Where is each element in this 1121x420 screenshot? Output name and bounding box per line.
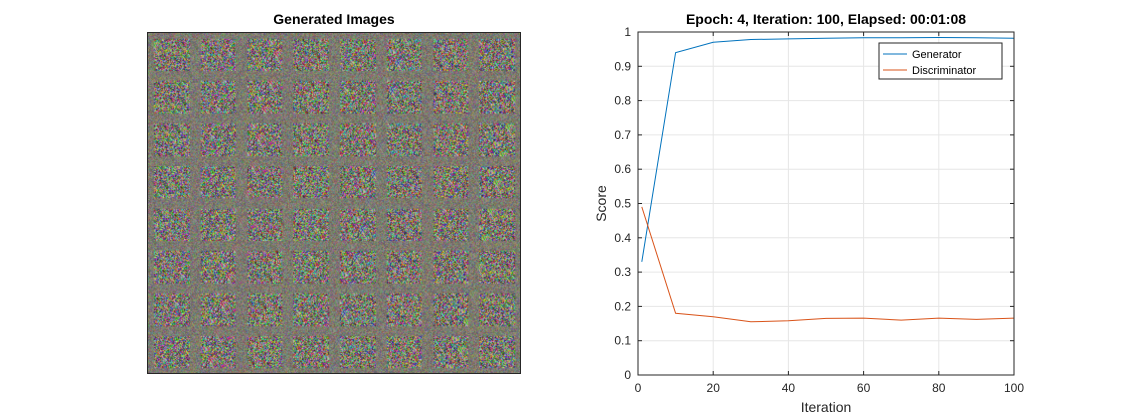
x-tick-label: 100 bbox=[1004, 381, 1024, 395]
series-lines bbox=[641, 36, 1015, 323]
series-line-discriminator bbox=[641, 206, 1015, 323]
x-tick-label: 0 bbox=[635, 381, 642, 395]
generated-images-panel bbox=[147, 32, 521, 374]
grid-lines bbox=[638, 32, 1014, 375]
y-tick-label: 0.6 bbox=[614, 162, 631, 176]
y-tick-label: 0.4 bbox=[614, 231, 631, 245]
legend-label: Generator bbox=[912, 49, 962, 61]
plot-frame bbox=[637, 31, 1015, 376]
y-tick-label: 0.8 bbox=[614, 94, 631, 108]
y-tick-label: 0.2 bbox=[614, 299, 631, 313]
generated-images-noise bbox=[148, 33, 520, 373]
y-tick-label: 0.9 bbox=[614, 59, 631, 73]
chart-title: Epoch: 4, Iteration: 100, Elapsed: 00:01… bbox=[685, 11, 967, 27]
x-tick-label: 60 bbox=[857, 381, 871, 395]
y-tick-label: 0.3 bbox=[614, 265, 631, 279]
x-tick-label: 80 bbox=[932, 381, 946, 395]
y-axis-label: Score bbox=[593, 185, 609, 222]
y-tick-label: 0.1 bbox=[614, 334, 631, 348]
x-tick-label: 40 bbox=[782, 381, 796, 395]
legend-label: Discriminator bbox=[912, 65, 977, 77]
y-tick-label: 0 bbox=[624, 368, 631, 382]
x-tick-label: 20 bbox=[707, 381, 721, 395]
y-tick-label: 0.7 bbox=[614, 128, 631, 142]
axes: 0 20 40 60 80 100 0 0.1 0.2 0.3 0.4 0.5 0.6 0.7 0.8 0.9… bbox=[614, 25, 1024, 395]
legend-box bbox=[878, 42, 1003, 80]
generated-images-title: Generated Images bbox=[273, 11, 395, 27]
series-line-generator bbox=[641, 36, 1015, 262]
y-tick-label: 1 bbox=[624, 25, 631, 39]
y-tick-label: 0.5 bbox=[614, 197, 631, 211]
legend: Generator Discriminator bbox=[878, 42, 1003, 80]
x-axis-label: Iteration bbox=[801, 399, 852, 415]
